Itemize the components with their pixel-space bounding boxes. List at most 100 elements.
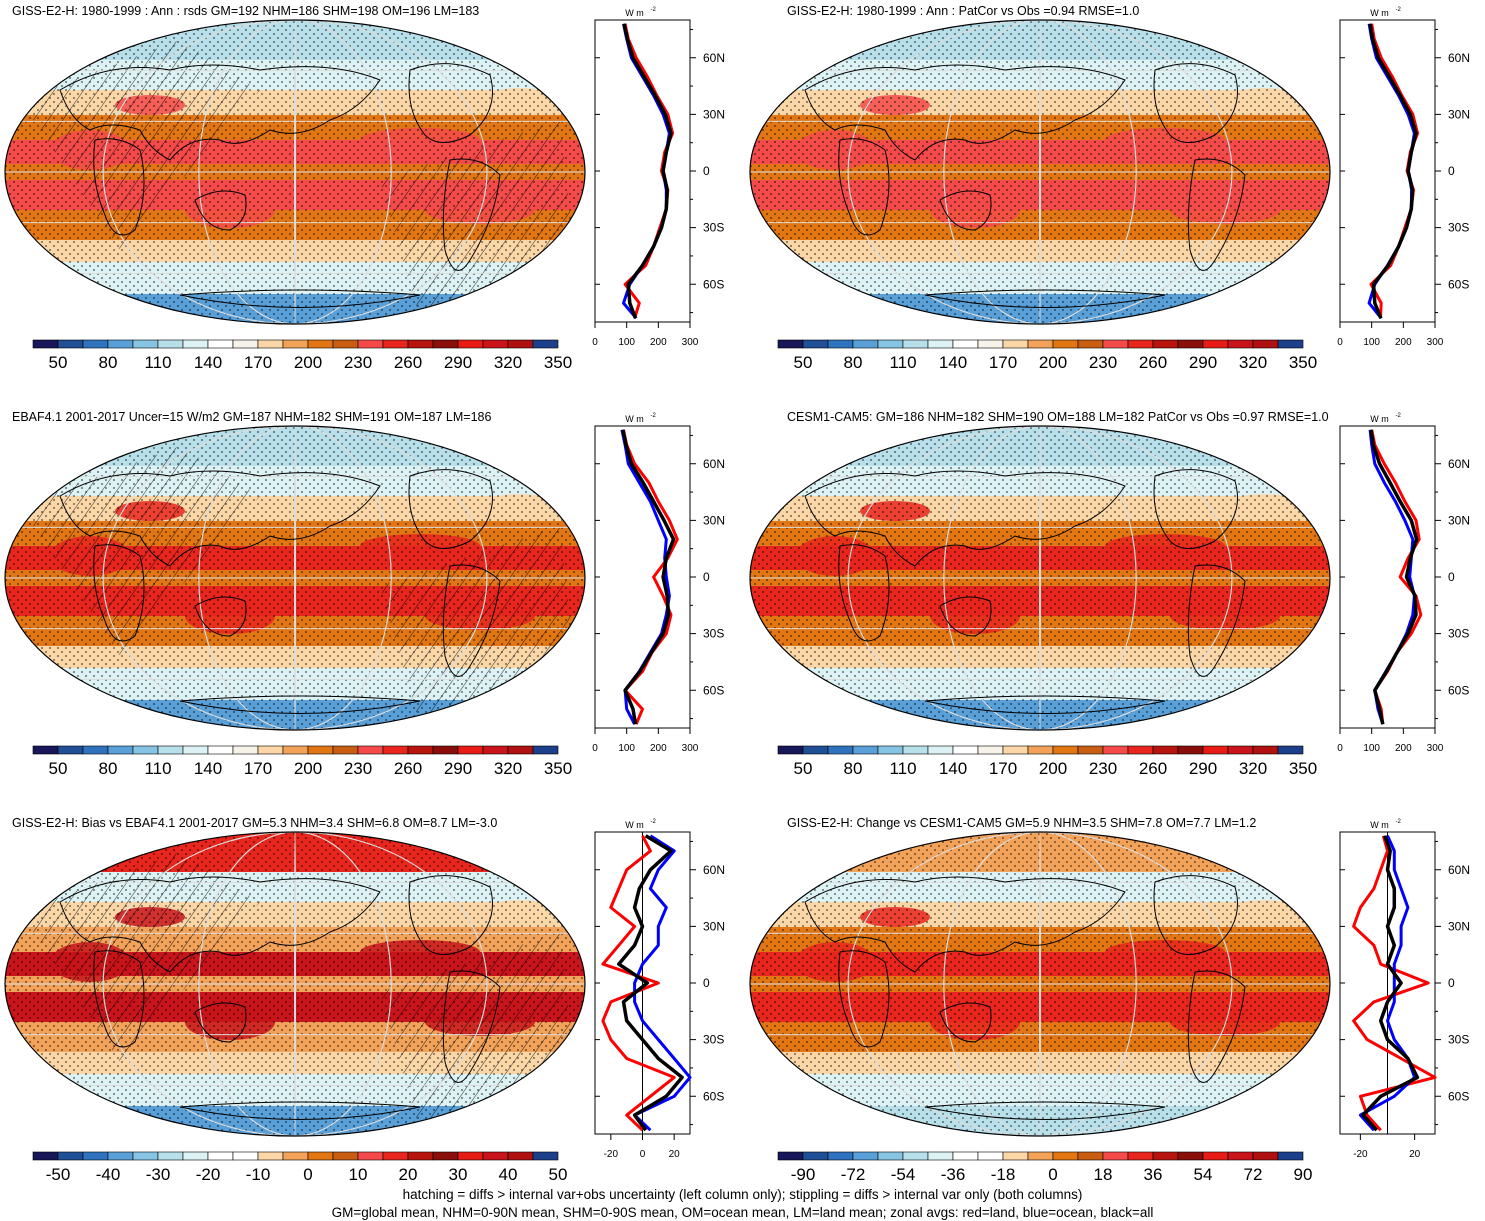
colorbar-swatch: [802, 339, 829, 349]
colorbar-swatch: [1277, 1151, 1304, 1161]
colorbar-label: 290: [444, 759, 472, 778]
colorbar-swatch: [1127, 1151, 1154, 1161]
colorbar-swatch: [107, 1151, 134, 1161]
colorbar-label: 350: [544, 759, 572, 778]
colorbar-swatch: [1252, 339, 1279, 349]
colorbar-swatch: [207, 745, 234, 755]
colorbar-swatch: [32, 745, 59, 755]
zonal-profile: W m -2 60N 30N 0 30S 60S -20 20: [1339, 819, 1470, 1160]
colorbar-swatch: [1027, 1151, 1054, 1161]
colorbar-label: 54: [1194, 1165, 1213, 1184]
colorbar-label: 50: [794, 759, 813, 778]
colorbar-swatch: [432, 745, 459, 755]
colorbar-swatch: [1027, 745, 1054, 755]
colorbar-label: -50: [46, 1165, 71, 1184]
colorbar-swatch: [1077, 745, 1104, 755]
panel-title: EBAF4.1 2001-2017 Uncer=15 W/m2 GM=187 N…: [12, 410, 492, 424]
colorbar-swatch: [952, 745, 979, 755]
colorbar-label: -90: [791, 1165, 816, 1184]
map-field: [750, 20, 1330, 324]
x-tick-label: 0: [592, 337, 598, 348]
panel-2: GISS-E2-H: 1980-1999 : Ann : PatCor vs O…: [745, 0, 1485, 406]
colorbar-label: -20: [196, 1165, 221, 1184]
colorbar-swatch: [482, 745, 509, 755]
colorbar-swatch: [82, 339, 109, 349]
colorbar-label: 110: [144, 353, 171, 372]
lat-tick-label: 30N: [703, 919, 725, 933]
lat-tick-label: 0: [1448, 976, 1455, 990]
colorbar-swatch: [407, 339, 434, 349]
colorbar-swatch: [532, 339, 559, 349]
colorbar-swatch: [1052, 339, 1079, 349]
colorbar-swatch: [457, 1151, 484, 1161]
x-tick-label: 100: [1363, 337, 1380, 348]
colorbar-swatch: [82, 1151, 109, 1161]
colorbar-label: 20: [399, 1165, 418, 1184]
colorbar-label: 50: [549, 1165, 568, 1184]
colorbar-swatch: [207, 339, 234, 349]
panel-title: GISS-E2-H: Bias vs EBAF4.1 2001-2017 GM=…: [12, 816, 498, 830]
x-tick-label: 20: [1409, 1149, 1421, 1160]
colorbar-swatch: [382, 339, 409, 349]
colorbar-swatch: [1252, 745, 1279, 755]
profile-line-all: [1368, 23, 1418, 319]
lat-tick-label: 60S: [703, 1089, 724, 1103]
lat-tick-label: 0: [1448, 164, 1455, 178]
panel-title: GISS-E2-H: Change vs CESM1-CAM5 GM=5.9 N…: [787, 816, 1257, 830]
colorbar-swatch: [482, 339, 509, 349]
unit-exponent: -2: [1396, 7, 1402, 13]
lat-tick-label: 30N: [703, 513, 725, 527]
colorbar-swatch: [532, 745, 559, 755]
panel-title: CESM1-CAM5: GM=186 NHM=182 SHM=190 OM=18…: [787, 410, 1329, 424]
colorbar-label: 200: [294, 759, 322, 778]
profile-line-ocean: [633, 834, 692, 1132]
colorbar-label: 140: [939, 759, 967, 778]
x-tick-label: -20: [1353, 1149, 1368, 1160]
colorbar-swatch: [132, 1151, 159, 1161]
lat-tick-label: 60S: [1448, 683, 1469, 697]
lat-tick-label: 30S: [703, 1033, 724, 1047]
colorbar-label: 320: [1239, 759, 1267, 778]
lat-tick-label: 60S: [1448, 1089, 1469, 1103]
colorbar-swatch: [382, 1151, 409, 1161]
panel-graphics: -50 -40 -30 -20 -10 0 10 20 30 40 50 W m -2 60N 30N 0 30…: [4, 819, 725, 1184]
colorbar-swatch: [877, 1151, 904, 1161]
colorbar-swatch: [977, 1151, 1004, 1161]
colorbar-swatch: [1252, 1151, 1279, 1161]
colorbar-swatch: [952, 1151, 979, 1161]
colorbar-swatch: [257, 1151, 284, 1161]
colorbar-swatch: [1227, 1151, 1254, 1161]
colorbar-swatch: [1077, 1151, 1104, 1161]
lat-tick-label: 60N: [1448, 863, 1470, 877]
colorbar-label: 36: [1144, 1165, 1163, 1184]
lat-tick-label: 0: [1448, 570, 1455, 584]
colorbar-swatch: [827, 339, 854, 349]
colorbar-label: 50: [794, 353, 813, 372]
zonal-profile: W m -2 60N 30N 0 30S 60S 0 100 200 300: [592, 413, 725, 754]
profile-line-all: [617, 834, 684, 1132]
colorbar-swatch: [1177, 1151, 1204, 1161]
x-tick-label: 100: [618, 337, 635, 348]
colorbar-swatch: [232, 339, 259, 349]
colorbar-label: 350: [1289, 759, 1317, 778]
x-tick-label: 200: [1395, 743, 1412, 754]
colorbar-swatch: [32, 1151, 59, 1161]
colorbar-swatch: [977, 745, 1004, 755]
colorbar-swatch: [802, 1151, 829, 1161]
colorbar-swatch: [1202, 745, 1229, 755]
colorbar-swatch: [852, 339, 879, 349]
panel-1: GISS-E2-H: 1980-1999 : Ann : rsds GM=192…: [0, 0, 742, 406]
colorbar-label: 50: [49, 353, 68, 372]
colorbar-swatch: [182, 1151, 209, 1161]
colorbar-label: 200: [1039, 759, 1067, 778]
colorbar-label: 170: [989, 759, 1017, 778]
profile-line-land: [623, 23, 675, 319]
colorbar-swatch: [852, 745, 879, 755]
colorbar: 50 80 110 140 170 200 230 260 290 320 350: [32, 745, 572, 778]
panel-4: CESM1-CAM5: GM=186 NHM=182 SHM=190 OM=18…: [745, 406, 1485, 812]
colorbar-swatch: [877, 745, 904, 755]
x-tick-label: 0: [1337, 337, 1343, 348]
colorbar-swatch: [1152, 745, 1179, 755]
colorbar-swatch: [407, 1151, 434, 1161]
colorbar-swatch: [432, 339, 459, 349]
